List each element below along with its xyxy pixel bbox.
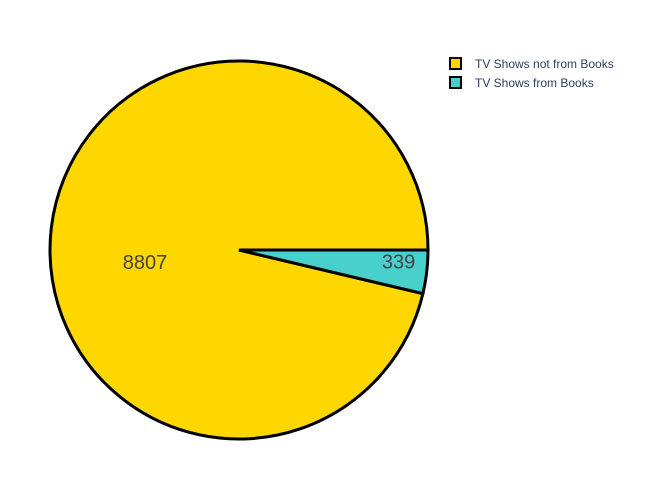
legend-item-1[interactable]: TV Shows from Books [449, 76, 594, 90]
legend-item-0[interactable]: TV Shows not from Books [449, 57, 614, 71]
pie-slice-label-0: 8807 [123, 252, 168, 274]
legend-label-1: TV Shows from Books [475, 76, 594, 90]
pie-slice-label-1: 339 [382, 252, 415, 274]
pie-slice-1[interactable] [238, 248, 430, 296]
legend-label-0: TV Shows not from Books [475, 57, 614, 71]
pie-slice-labels: 8807 339 [123, 252, 415, 274]
pie-slices [48, 59, 430, 441]
legend-swatch-0 [449, 57, 462, 70]
legend[interactable]: TV Shows not from Books TV Shows from Boo… [449, 57, 614, 90]
legend-swatch-1 [449, 76, 462, 89]
